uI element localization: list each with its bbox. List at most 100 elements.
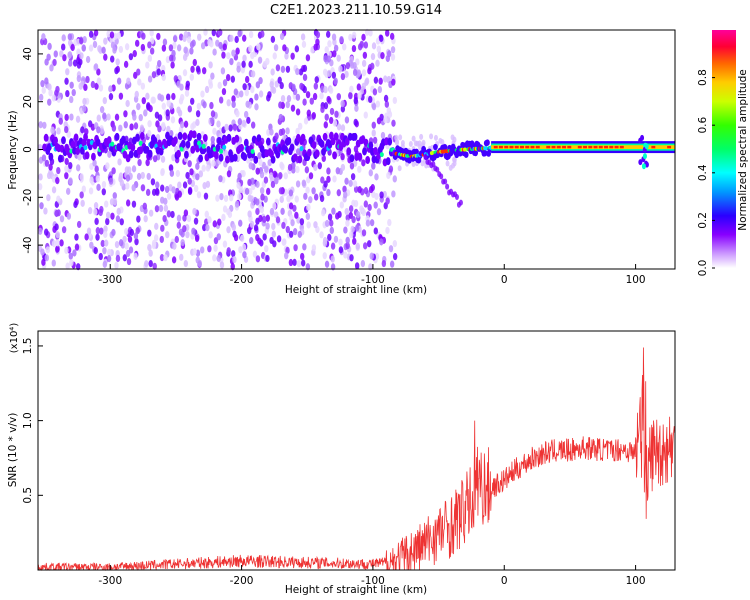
x-tick-label: -300 [98,274,122,286]
noise-blob [291,166,296,174]
noise-blob [182,69,188,77]
noise-blob [376,45,382,53]
x-tick-label: -300 [98,575,122,587]
noise-blob [197,33,202,41]
noise-blob [445,160,450,167]
signal-peak [222,144,227,150]
noise-blob [133,122,139,130]
noise-blob [190,65,195,73]
noise-blob [73,200,78,209]
noise-blob [231,100,236,109]
noise-blob [136,215,141,223]
x-tick-label: 100 [626,274,646,286]
noise-blob [244,89,249,97]
carrier-peak [493,145,498,149]
noise-blob [313,193,319,201]
noise-blob [205,224,210,232]
noise-blob [157,125,162,133]
noise-blob [285,101,290,109]
noise-blob [269,128,274,136]
noise-blob [112,198,118,206]
noise-blob [363,187,369,195]
noise-blob [392,240,398,248]
noise-blob [160,196,165,204]
noise-blob [255,167,260,175]
noise-blob [361,208,366,217]
x-tick-label: -200 [230,274,254,286]
noise-blob [218,41,223,50]
noise-blob [180,239,185,247]
signal-blob [344,137,350,146]
noise-blob [136,172,142,181]
noise-blob [378,77,383,85]
noise-blob [305,186,310,194]
noise-blob [207,38,212,47]
noise-blob [380,131,386,140]
signal-peak [250,148,255,154]
noise-blob [161,102,166,110]
noise-blob [161,44,167,52]
noise-blob [368,29,373,37]
noise-blob [81,104,87,113]
signal-blob [319,139,325,148]
noise-blob [165,55,171,64]
colorbar-tick-label: 0.4 [697,164,709,181]
noise-blob [292,228,298,236]
noise-blob [204,210,209,218]
noise-blob [122,235,127,243]
noise-blob [148,249,153,257]
noise-blob [379,238,384,246]
noise-blob [280,65,286,73]
noise-blob [168,164,174,172]
noise-blob [205,164,211,172]
noise-blob [288,258,294,267]
noise-blob [392,175,397,183]
noise-blob [375,59,380,67]
noise-blob [103,53,108,61]
signal-blob [185,140,191,149]
noise-blob [209,101,214,110]
signal-blob [191,130,197,139]
noise-blob [131,165,137,173]
noise-blob [166,93,171,101]
noise-blob [75,115,81,123]
spectrogram-marks [37,28,675,271]
noise-blob [295,67,300,76]
noise-blob [195,173,200,181]
noise-blob [140,82,146,90]
noise-blob [166,210,172,218]
signal-blob [177,131,183,140]
carrier-peak [667,145,672,149]
noise-blob [254,103,259,111]
noise-blob [186,214,192,223]
noise-blob [72,59,78,67]
carrier-peak [604,145,609,149]
noise-blob [305,91,311,99]
y-tick-label: 0.5 [22,487,34,504]
noise-blob [309,97,314,105]
noise-blob [48,163,53,171]
noise-blob [65,68,70,76]
noise-blob [333,44,339,52]
noise-blob [230,263,235,271]
noise-blob [94,165,99,173]
noise-blob [222,79,228,87]
noise-blob [315,31,321,39]
noise-blob [264,165,269,173]
noise-blob [419,133,424,140]
noise-blob [388,165,394,173]
noise-blob [94,217,99,226]
noise-blob [192,248,197,256]
noise-blob [207,245,212,253]
noise-blob [320,105,325,114]
noise-blob [158,204,164,213]
noise-blob [140,43,146,52]
noise-blob [212,127,217,135]
noise-blob [151,71,157,79]
noise-blob [368,185,374,194]
noise-blob [150,178,156,186]
noise-blob [178,97,184,105]
noise-blob [248,45,253,53]
noise-blob [93,247,98,255]
noise-blob [353,185,359,193]
